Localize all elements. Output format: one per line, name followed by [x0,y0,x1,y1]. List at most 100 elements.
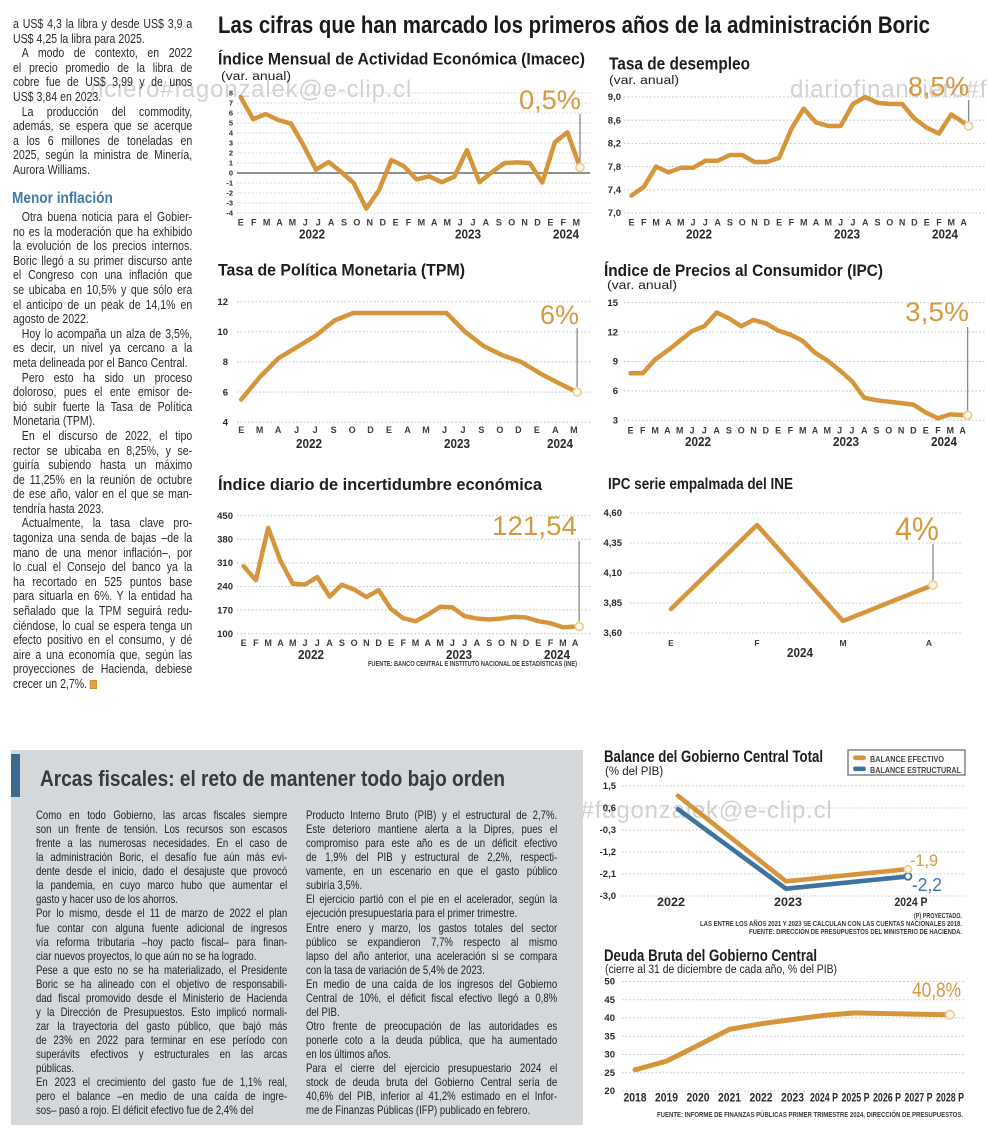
svg-text:E: E [535,638,541,648]
svg-text:S: S [486,638,492,648]
svg-text:O: O [739,218,746,228]
svg-text:12: 12 [607,327,618,338]
svg-text:M: M [652,218,660,228]
svg-text:2020: 2020 [687,1093,710,1105]
svg-text:J: J [702,426,707,436]
svg-text:2019: 2019 [655,1093,678,1105]
svg-text:O: O [738,426,745,436]
svg-text:J: J [689,426,694,436]
svg-text:E: E [386,425,392,435]
svg-text:30: 30 [604,1050,615,1061]
svg-text:Tasa de desempleo: Tasa de desempleo [609,54,750,74]
svg-text:7,4: 7,4 [608,185,622,196]
svg-text:F: F [400,638,406,648]
svg-text:2024: 2024 [787,645,814,660]
svg-text:450: 450 [217,511,233,522]
svg-text:J: J [450,638,455,648]
svg-text:4%: 4% [895,511,939,547]
svg-text:45: 45 [604,995,615,1006]
svg-text:2024: 2024 [544,647,571,662]
svg-text:2024: 2024 [547,436,574,451]
svg-text:0,6: 0,6 [603,803,616,814]
svg-text:Índice diario de incertidumbre: Índice diario de incertidumbre económica [218,475,543,494]
svg-text:F: F [788,426,794,436]
svg-text:FUENTE: INFORME DE FINANZAS PÚ: FUENTE: INFORME DE FINANZAS PÚBLICAS PRI… [657,1110,963,1119]
svg-text:8,6: 8,6 [608,115,621,126]
svg-text:N: N [750,426,757,436]
svg-text:N: N [899,218,906,228]
svg-text:M: M [825,218,833,228]
svg-text:D: D [911,218,918,228]
svg-text:D: D [367,425,374,435]
svg-text:O: O [886,218,893,228]
svg-text:Deuda Bruta del Gobierno Centr: Deuda Bruta del Gobierno Central [604,946,817,965]
svg-text:S: S [873,426,879,436]
svg-text:F: F [561,218,567,228]
svg-text:4: 4 [229,129,234,138]
svg-text:E: E [776,218,782,228]
svg-text:M: M [651,426,659,436]
svg-text:J: J [703,218,708,228]
svg-text:E: E [393,218,399,228]
svg-text:6: 6 [229,109,233,118]
svg-text:A: A [960,218,967,228]
svg-text:6: 6 [223,387,228,398]
svg-text:A: A [812,426,819,436]
svg-text:E: E [668,638,674,648]
svg-text:O: O [353,218,360,228]
svg-text:E: E [627,426,633,436]
svg-text:A: A [714,218,721,228]
svg-text:100: 100 [217,629,233,640]
svg-text:5: 5 [229,119,233,128]
svg-text:2024: 2024 [931,434,958,449]
svg-text:A: A [862,218,869,228]
svg-text:N: N [363,638,370,648]
svg-text:N: N [521,218,528,228]
svg-text:E: E [241,638,247,648]
svg-text:D: D [910,426,917,436]
svg-text:F: F [548,638,554,648]
svg-text:M: M [676,426,684,436]
svg-text:2022: 2022 [296,436,322,451]
svg-text:2023: 2023 [833,434,859,449]
svg-text:N: N [898,426,905,436]
svg-text:M: M [418,218,426,228]
svg-text:E: E [923,426,929,436]
svg-text:F: F [640,426,646,436]
svg-text:S: S [478,425,484,435]
svg-text:2023: 2023 [455,227,481,242]
svg-text:E: E [924,218,930,228]
svg-text:2018: 2018 [624,1093,648,1105]
svg-text:A: A [483,218,490,228]
svg-text:2025 P: 2025 P [842,1093,870,1105]
svg-text:A: A [425,638,432,648]
svg-text:4,10: 4,10 [604,568,623,579]
svg-text:E: E [628,218,634,228]
svg-text:2023: 2023 [781,1093,804,1105]
svg-text:3,85: 3,85 [604,598,623,609]
svg-text:A: A [665,218,672,228]
svg-text:2: 2 [229,149,233,158]
svg-text:M: M [799,426,807,436]
svg-text:D: D [763,426,770,436]
svg-text:A: A [664,426,671,436]
svg-text:2026 P: 2026 P [873,1093,901,1105]
svg-text:J: J [462,638,467,648]
svg-text:9,0: 9,0 [608,92,621,103]
svg-text:240: 240 [217,582,233,593]
svg-text:A: A [861,426,868,436]
svg-text:F: F [251,218,257,228]
svg-text:A: A [328,218,335,228]
svg-text:2024: 2024 [932,227,959,242]
svg-text:A: A [276,218,283,228]
svg-text:N: N [511,638,518,648]
svg-text:M: M [824,426,832,436]
svg-text:-2,1: -2,1 [600,869,617,880]
svg-text:Índice Mensual de Actividad Ec: Índice Mensual de Actividad Económica (I… [218,50,585,69]
svg-text:D: D [764,218,771,228]
svg-text:0: 0 [229,169,233,178]
svg-text:-1: -1 [226,179,233,188]
svg-text:O: O [498,638,505,648]
svg-text:12: 12 [217,297,228,308]
svg-text:2022: 2022 [686,227,712,242]
